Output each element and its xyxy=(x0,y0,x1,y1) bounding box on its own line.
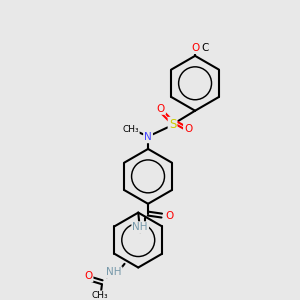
Text: CH₃: CH₃ xyxy=(92,291,108,300)
Text: O: O xyxy=(157,104,165,114)
Text: O: O xyxy=(191,43,199,53)
Text: CH₃: CH₃ xyxy=(122,125,139,134)
Text: NH: NH xyxy=(133,222,148,232)
Text: C: C xyxy=(201,43,208,53)
Text: N: N xyxy=(144,132,152,142)
Text: O: O xyxy=(84,271,92,281)
Text: NH: NH xyxy=(106,267,122,278)
Text: S: S xyxy=(169,118,176,131)
Text: O: O xyxy=(166,211,174,220)
Text: O: O xyxy=(184,124,192,134)
